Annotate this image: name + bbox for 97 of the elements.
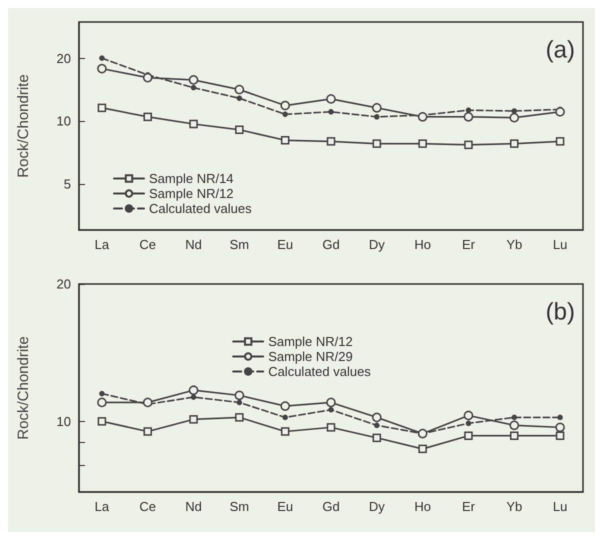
point xyxy=(235,413,244,422)
point xyxy=(280,136,290,145)
point xyxy=(190,84,196,90)
y-tick-label: 5 xyxy=(64,176,71,192)
point xyxy=(510,112,520,122)
x-tick-label: Ce xyxy=(139,499,156,514)
point xyxy=(512,108,518,114)
x-tick-label: Nd xyxy=(185,499,202,514)
point xyxy=(374,422,380,428)
point xyxy=(555,422,565,432)
point xyxy=(98,104,106,112)
point xyxy=(280,427,290,436)
legend-label: Sample NR/14 xyxy=(149,171,234,186)
point xyxy=(189,120,198,128)
point xyxy=(512,414,518,420)
legend-label: Sample NR/29 xyxy=(268,349,353,364)
point xyxy=(190,394,196,400)
point xyxy=(510,420,520,430)
point xyxy=(142,72,152,82)
y-tick-label: 20 xyxy=(56,276,71,292)
point xyxy=(99,55,105,61)
x-tick-label: Dy xyxy=(368,499,386,514)
point xyxy=(556,431,564,440)
point xyxy=(372,103,382,113)
point xyxy=(418,444,427,454)
legend-label: Sample NR/12 xyxy=(149,186,234,201)
point xyxy=(282,112,288,118)
point xyxy=(97,398,107,408)
x-tick-label: Nd xyxy=(185,237,202,252)
annotation: (b) xyxy=(546,298,576,326)
point xyxy=(280,100,290,110)
legend-label: Calculated values xyxy=(268,364,372,379)
point xyxy=(326,423,336,432)
point xyxy=(234,84,244,94)
point xyxy=(464,431,473,440)
x-tick-label: Gd xyxy=(322,499,340,514)
point xyxy=(326,137,336,146)
x-tick-label: Er xyxy=(462,499,476,514)
point xyxy=(143,427,152,436)
y-axis-title: Rock/Chondrite xyxy=(15,74,32,178)
point xyxy=(98,417,106,426)
point xyxy=(188,75,198,85)
x-tick-label: Sm xyxy=(230,237,250,252)
point xyxy=(326,398,336,408)
point xyxy=(464,140,473,150)
point xyxy=(418,112,428,122)
x-tick-label: Gd xyxy=(322,237,340,252)
point xyxy=(189,415,198,424)
x-tick-label: Lu xyxy=(552,499,568,514)
point xyxy=(555,107,565,117)
point xyxy=(236,400,242,406)
x-tick-label: Sm xyxy=(230,499,250,514)
point xyxy=(188,385,198,395)
y-tick-label: 10 xyxy=(56,114,71,129)
x-tick-label: Ce xyxy=(139,237,156,252)
x-tick-label: Dy xyxy=(368,237,386,252)
point xyxy=(235,126,244,134)
x-tick-label: Lu xyxy=(552,237,568,252)
point xyxy=(234,390,244,400)
point xyxy=(280,401,290,411)
legend-label: Calculated values xyxy=(149,201,252,216)
point xyxy=(372,139,382,148)
x-tick-label: La xyxy=(94,499,110,514)
x-tick-label: Yb xyxy=(506,237,522,252)
x-tick-label: Yb xyxy=(506,499,522,514)
point xyxy=(466,420,472,426)
point xyxy=(97,64,107,74)
point xyxy=(143,112,152,122)
point xyxy=(510,431,519,440)
point xyxy=(372,412,382,422)
point xyxy=(328,109,334,115)
x-tick-label: Ho xyxy=(414,499,431,514)
point xyxy=(372,434,382,442)
point xyxy=(466,107,472,113)
point xyxy=(99,390,105,396)
x-tick-label: Er xyxy=(462,237,476,252)
point xyxy=(418,139,427,148)
point xyxy=(510,139,519,148)
legend-label: Sample NR/12 xyxy=(268,334,353,349)
x-tick-label: Eu xyxy=(277,237,294,252)
point xyxy=(464,410,474,420)
point xyxy=(236,95,242,101)
x-tick-label: Eu xyxy=(277,499,294,514)
x-tick-label: Ho xyxy=(414,237,431,252)
y-tick-label: 10 xyxy=(56,414,71,429)
annotation: (a) xyxy=(546,36,576,64)
point xyxy=(326,94,336,104)
point xyxy=(282,414,288,420)
y-tick-label: 20 xyxy=(56,51,71,66)
point xyxy=(556,137,564,146)
point xyxy=(374,114,380,120)
x-tick-label: La xyxy=(94,237,110,252)
y-axis-title: Rock/Chondrite xyxy=(15,336,32,440)
point xyxy=(464,112,474,122)
point xyxy=(142,398,152,408)
point xyxy=(328,407,334,413)
point xyxy=(557,414,563,420)
